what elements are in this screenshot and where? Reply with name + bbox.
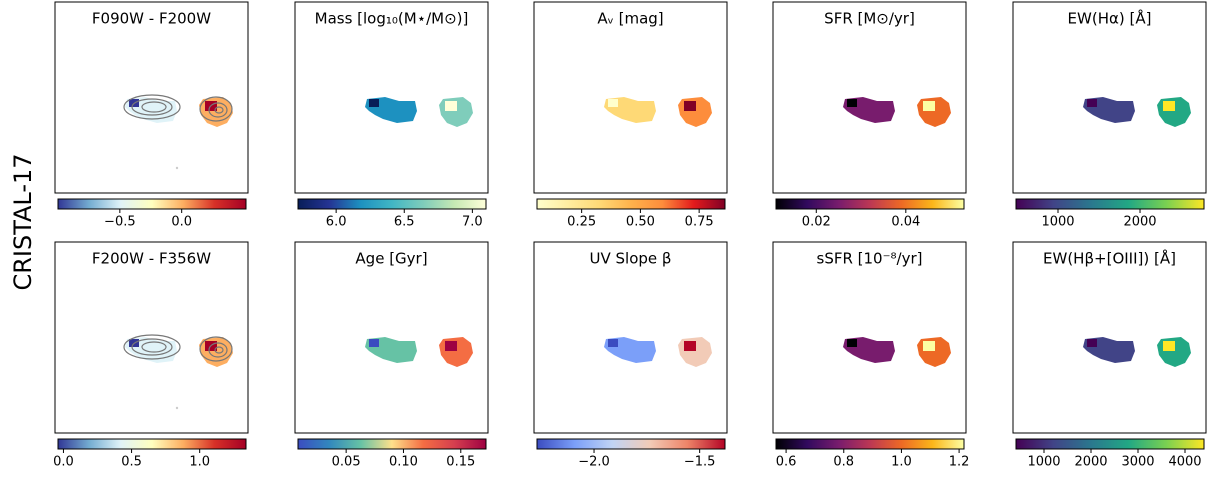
map bbox=[843, 97, 951, 127]
map-patch bbox=[1163, 341, 1175, 351]
colorbar bbox=[1015, 198, 1205, 210]
panel-title: Age [Gyr] bbox=[355, 250, 427, 268]
colorbar bbox=[536, 198, 726, 210]
colorbar-tick-label: 1.2 bbox=[949, 455, 970, 470]
map bbox=[123, 334, 233, 410]
colorbar-tick-label: 0.50 bbox=[626, 215, 655, 230]
map-patch bbox=[445, 341, 457, 351]
colorbar-tick-label: −0.5 bbox=[104, 215, 136, 230]
colorbar-tick-label: 1000 bbox=[1041, 215, 1074, 230]
colorbar bbox=[775, 198, 965, 210]
contour bbox=[131, 338, 173, 356]
contour bbox=[199, 96, 233, 122]
colorbar-tick-label: 0.5 bbox=[121, 455, 142, 470]
panel-title: F200W - F356W bbox=[92, 250, 211, 268]
contour bbox=[131, 98, 173, 116]
panel-title: UV Slope β bbox=[590, 250, 672, 268]
row-label: CRISTAL-17 bbox=[9, 153, 37, 290]
colorbar-tick-label: 0.8 bbox=[833, 455, 854, 470]
colorbar bbox=[297, 438, 487, 450]
colorbar-tick-label: 0.75 bbox=[685, 215, 714, 230]
colorbar-tick-label: 0.0 bbox=[53, 455, 74, 470]
map-patch bbox=[684, 341, 696, 351]
map-patch bbox=[1087, 99, 1097, 107]
colorbar-tick-label: 4000 bbox=[1168, 455, 1201, 470]
map bbox=[843, 337, 951, 367]
map-patch bbox=[923, 341, 935, 351]
colorbar-tick-label: 0.25 bbox=[567, 215, 596, 230]
colorbar-tick-label: 3000 bbox=[1121, 455, 1154, 470]
panel-title: sSFR [10⁻⁸/yr] bbox=[817, 250, 923, 268]
panel-title: SFR [M⊙/yr] bbox=[824, 10, 915, 28]
colorbar-tick-label: 1000 bbox=[1027, 455, 1060, 470]
contour bbox=[141, 341, 167, 353]
contour bbox=[208, 342, 228, 358]
map-patch bbox=[369, 339, 379, 347]
colorbar-tick-label: −2.0 bbox=[578, 455, 610, 470]
panel-frame bbox=[772, 241, 967, 434]
colorbar-tick-label: 0.10 bbox=[389, 455, 418, 470]
map bbox=[604, 337, 712, 367]
contour bbox=[199, 336, 233, 362]
map-patch bbox=[608, 99, 618, 107]
colorbar bbox=[536, 438, 726, 450]
panel-frame bbox=[1012, 241, 1207, 434]
panel-title: Aᵥ [mag] bbox=[597, 10, 663, 28]
colorbar-tick-label: 2000 bbox=[1074, 455, 1107, 470]
colorbar-tick-label: 0.05 bbox=[332, 455, 361, 470]
map-patch bbox=[1087, 339, 1097, 347]
panel-title: Mass [log₁₀(M⋆/M⊙)] bbox=[315, 10, 469, 28]
map-patch bbox=[847, 99, 857, 107]
map-patch bbox=[369, 99, 379, 107]
colorbar-tick-label: 0.6 bbox=[776, 455, 797, 470]
map-patch bbox=[1163, 101, 1175, 111]
map-patch bbox=[445, 101, 457, 111]
colorbar-tick-label: 0.15 bbox=[446, 455, 475, 470]
map-patch bbox=[923, 101, 935, 111]
panel-title: F090W - F200W bbox=[92, 10, 211, 28]
panel-frame bbox=[772, 1, 967, 194]
map bbox=[604, 97, 712, 127]
panel-frame bbox=[533, 241, 728, 434]
map-patch bbox=[847, 339, 857, 347]
panel-frame bbox=[533, 1, 728, 194]
contour bbox=[208, 102, 228, 118]
colorbar bbox=[57, 438, 247, 450]
colorbar-tick-label: 0.0 bbox=[171, 215, 192, 230]
colorbar bbox=[57, 198, 247, 210]
colorbar bbox=[1015, 438, 1205, 450]
speck bbox=[175, 166, 179, 170]
contour bbox=[214, 106, 224, 114]
panel-title: EW(Hα) [Å] bbox=[1068, 9, 1152, 28]
speck bbox=[175, 406, 179, 410]
map bbox=[123, 94, 233, 170]
colorbar-tick-label: 7.0 bbox=[462, 215, 483, 230]
panel-frame bbox=[294, 241, 489, 434]
colorbar-tick-label: 6.5 bbox=[394, 215, 415, 230]
colorbar-tick-label: 0.02 bbox=[802, 215, 831, 230]
contour bbox=[123, 94, 181, 120]
colorbar-tick-label: 1.0 bbox=[891, 455, 912, 470]
panel-frame bbox=[1012, 1, 1207, 194]
colorbar-tick-label: 1.0 bbox=[189, 455, 210, 470]
contour bbox=[214, 346, 224, 354]
map bbox=[365, 97, 473, 127]
map-patch bbox=[608, 339, 618, 347]
colorbar-tick-label: 2000 bbox=[1123, 215, 1156, 230]
colorbar-tick-label: 0.04 bbox=[891, 215, 920, 230]
contour bbox=[141, 101, 167, 113]
colorbar bbox=[297, 198, 487, 210]
map bbox=[365, 337, 473, 367]
panel-title: EW(Hβ+[OIII]) [Å] bbox=[1043, 249, 1176, 268]
map-patch bbox=[684, 101, 696, 111]
colorbar-tick-label: 6.0 bbox=[326, 215, 347, 230]
map bbox=[1083, 97, 1191, 127]
panel-frame bbox=[294, 1, 489, 194]
colorbar-tick-label: −1.5 bbox=[684, 455, 716, 470]
colorbar bbox=[775, 438, 965, 450]
map bbox=[1083, 337, 1191, 367]
contour bbox=[123, 334, 181, 360]
